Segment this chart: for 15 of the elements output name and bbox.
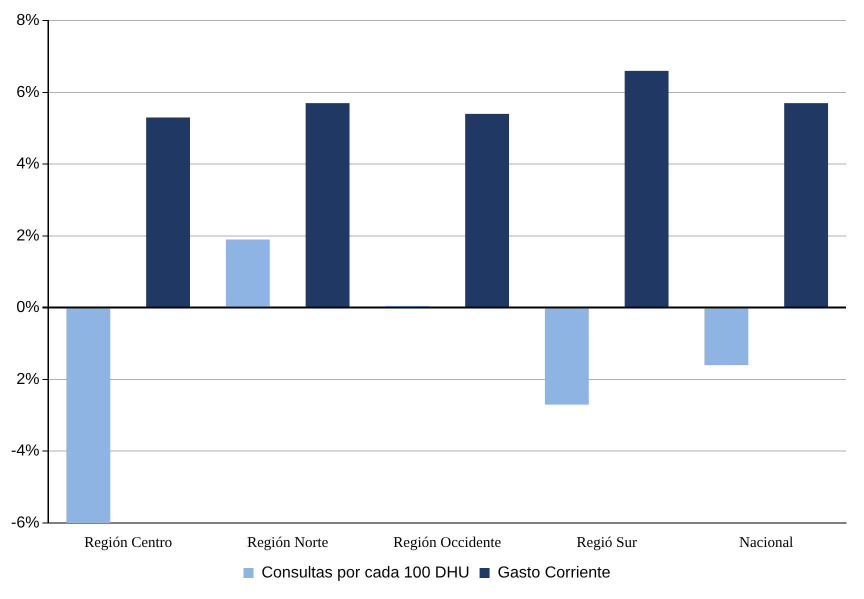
y-tick-label: 0% — [16, 299, 40, 316]
x-tick-label: Nacional — [739, 534, 794, 551]
y-tick-label: 2% — [16, 227, 40, 244]
x-tick-label: Región Occidente — [393, 534, 502, 551]
x-tick-label: Regió Sur — [576, 534, 637, 551]
legend-label: Gasto Corriente — [498, 564, 611, 582]
legend-label: Consultas por cada 100 DHU — [261, 564, 470, 582]
y-tick-label: 6% — [16, 84, 40, 101]
x-tick-label: Región Centro — [84, 534, 172, 551]
x-tick-label: Región Norte — [247, 534, 329, 551]
y-tick-label: 8% — [16, 12, 40, 30]
y-tick-label: -4% — [11, 442, 40, 460]
y-tick-label: -6% — [11, 514, 40, 532]
y-tick-label: 2% — [16, 370, 40, 388]
y-tick-label: 4% — [16, 156, 40, 173]
